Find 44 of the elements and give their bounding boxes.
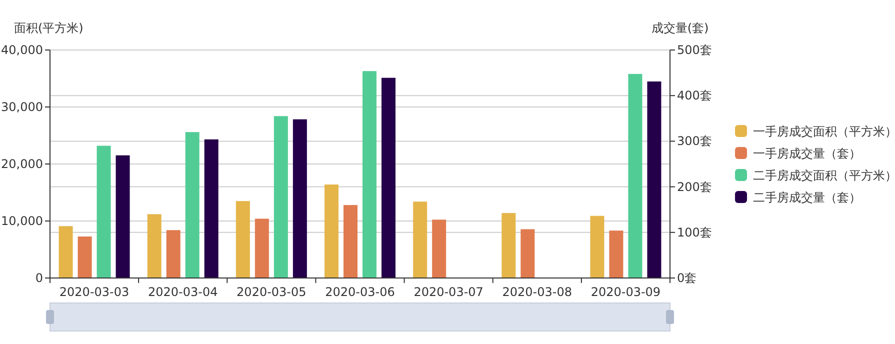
bar	[185, 132, 200, 278]
y2-tick-label: 300套	[677, 134, 712, 148]
bar	[628, 74, 642, 278]
y2-tick-label: 0套	[677, 271, 697, 285]
y-tick-label: 0	[35, 271, 43, 285]
bar	[204, 139, 218, 278]
bar	[520, 229, 535, 278]
x-tick-label: 2020-03-07	[414, 285, 484, 299]
y2-axis-title: 成交量(套)	[651, 21, 709, 35]
x-tick-label: 2020-03-08	[502, 285, 572, 299]
x-tick-label: 2020-03-05	[236, 285, 306, 299]
bar	[166, 230, 180, 278]
x-tick-label: 2020-03-04	[148, 285, 218, 299]
x-tick-label: 2020-03-03	[59, 285, 130, 299]
bar	[609, 230, 624, 278]
bar	[590, 216, 604, 278]
y-axis-title: 面积(平方米)	[14, 21, 84, 35]
y2-tick-label: 100套	[677, 225, 712, 240]
bar	[96, 146, 111, 278]
bar	[274, 116, 288, 278]
bar	[116, 155, 130, 278]
y-tick-label: 20,000	[1, 157, 43, 171]
y-tick-label: 40,000	[1, 43, 43, 57]
bar	[362, 71, 376, 278]
bar	[344, 205, 358, 278]
x-tick-label: 2020-03-09	[590, 285, 661, 299]
bar	[324, 184, 338, 278]
bar	[58, 226, 73, 278]
bar	[292, 119, 307, 278]
bar	[147, 214, 162, 278]
x-tick-label: 2020-03-06	[325, 285, 395, 299]
y2-tick-label: 400套	[677, 88, 712, 103]
bar	[647, 81, 662, 278]
bar	[78, 236, 92, 278]
bar	[432, 220, 446, 278]
y2-tick-label: 200套	[677, 180, 712, 194]
y2-tick-label: 500套	[677, 43, 712, 57]
bar	[382, 78, 396, 278]
bar	[236, 201, 250, 278]
y-tick-label: 10,000	[1, 214, 43, 228]
bar	[502, 213, 516, 278]
bar	[254, 218, 269, 278]
bar	[413, 202, 428, 278]
y-tick-label: 30,000	[1, 100, 43, 114]
